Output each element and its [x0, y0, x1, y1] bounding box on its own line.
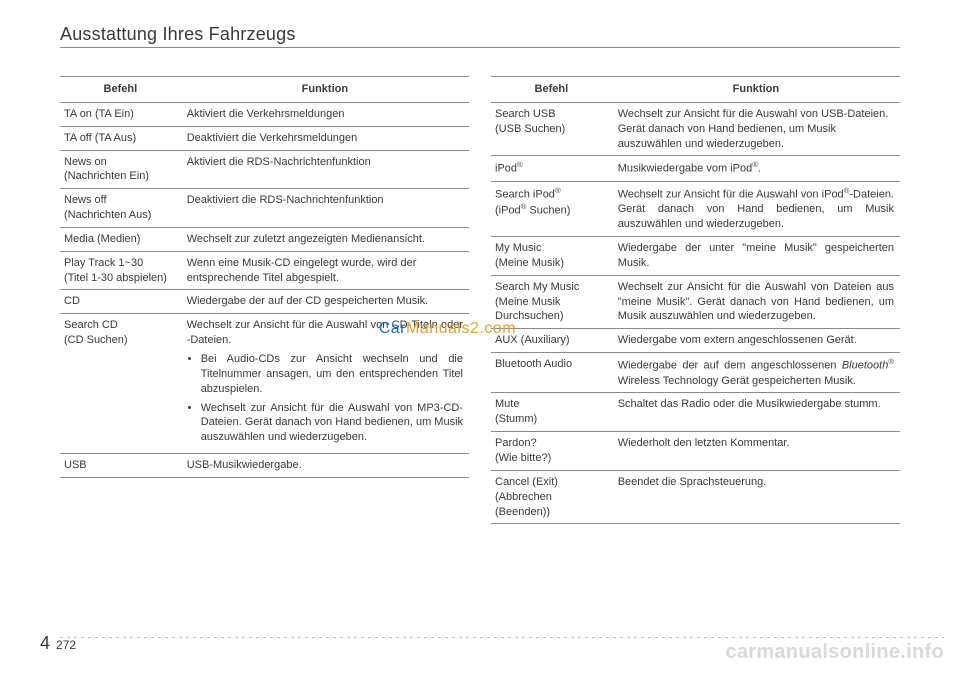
cell-funktion: Deaktiviert die Verkehrsmeldungen — [183, 126, 469, 150]
table-row: Search My Music(Meine Musik Durchsuchen)… — [491, 275, 900, 329]
table-row: iPod®Musikwiedergabe vom iPod®. — [491, 156, 900, 182]
cell-funktion: Wechselt zur Ansicht für die Auswahl von… — [614, 102, 900, 156]
cell-befehl: Cancel (Exit)(Abbrechen (Beenden)) — [491, 470, 614, 524]
cell-funktion: Wenn eine Musik-CD eingelegt wurde, wird… — [183, 251, 469, 290]
col-header-funktion: Funktion — [183, 77, 469, 103]
table-row: TA on (TA Ein)Aktiviert die Verkehrsmeld… — [60, 102, 469, 126]
cell-befehl: Pardon?(Wie bitte?) — [491, 432, 614, 471]
cell-befehl: Search CD(CD Suchen) — [60, 314, 183, 454]
cell-funktion: Deaktiviert die RDS-Nachrichtenfunktion — [183, 189, 469, 228]
cell-befehl: iPod® — [491, 156, 614, 182]
bullet-item: Wechselt zur Ansicht für die Auswahl von… — [201, 401, 463, 446]
col-header-funktion: Funktion — [614, 77, 900, 103]
table-row: News on(Nachrichten Ein)Aktiviert die RD… — [60, 150, 469, 189]
cell-funktion: Wiedergabe der unter "meine Musik" gespe… — [614, 237, 900, 276]
col-header-befehl: Befehl — [60, 77, 183, 103]
header-rule — [60, 47, 900, 48]
cell-befehl: Mute(Stumm) — [491, 393, 614, 432]
columns: Befehl Funktion TA on (TA Ein)Aktiviert … — [60, 76, 900, 524]
cell-funktion: USB-Musikwiedergabe. — [183, 454, 469, 478]
table-row: My Music(Meine Musik)Wiedergabe der unte… — [491, 237, 900, 276]
page-number: 272 — [56, 638, 76, 654]
cell-befehl: Search iPod®(iPod® Suchen) — [491, 181, 614, 236]
left-table: Befehl Funktion TA on (TA Ein)Aktiviert … — [60, 76, 469, 478]
cell-befehl: News off(Nachrichten Aus) — [60, 189, 183, 228]
cell-befehl: CD — [60, 290, 183, 314]
table-row: Mute(Stumm)Schaltet das Radio oder die M… — [491, 393, 900, 432]
table-row: AUX (Auxiliary)Wiedergabe vom extern ang… — [491, 329, 900, 353]
cell-befehl: Search My Music(Meine Musik Durchsuchen) — [491, 275, 614, 329]
table-row: Search USB(USB Suchen)Wechselt zur Ansic… — [491, 102, 900, 156]
cell-befehl: AUX (Auxiliary) — [491, 329, 614, 353]
footer-dash-rule — [60, 637, 944, 638]
table-header-row: Befehl Funktion — [60, 77, 469, 103]
table-row: News off(Nachrichten Aus)Deaktiviert die… — [60, 189, 469, 228]
cell-funktion: Wiedergabe der auf dem angeschlossenen B… — [614, 353, 900, 393]
chapter-number: 4 — [40, 633, 50, 654]
bullet-item: Bei Audio-CDs zur Ansicht wechseln und d… — [201, 352, 463, 397]
table-row: Play Track 1~30(Titel 1-30 abspielen)Wen… — [60, 251, 469, 290]
section-header: Ausstattung Ihres Fahrzeugs — [60, 24, 900, 45]
cell-funktion: Aktiviert die Verkehrsmeldungen — [183, 102, 469, 126]
col-header-befehl: Befehl — [491, 77, 614, 103]
right-column: Befehl Funktion Search USB(USB Suchen)We… — [491, 76, 900, 524]
cell-befehl: TA on (TA Ein) — [60, 102, 183, 126]
table-row: Search CD(CD Suchen)Wechselt zur Ansicht… — [60, 314, 469, 454]
cell-befehl: Play Track 1~30(Titel 1-30 abspielen) — [60, 251, 183, 290]
cell-funktion: Wiedergabe vom extern angeschlossenen Ge… — [614, 329, 900, 353]
table-row: Pardon?(Wie bitte?)Wiederholt den letzte… — [491, 432, 900, 471]
cell-funktion: Aktiviert die RDS-Nachrichtenfunktion — [183, 150, 469, 189]
cell-befehl: Media (Medien) — [60, 227, 183, 251]
table-header-row: Befehl Funktion — [491, 77, 900, 103]
cell-funktion: Wechselt zur Ansicht für die Auswahl von… — [614, 181, 900, 236]
manual-page: Ausstattung Ihres Fahrzeugs Befehl Funkt… — [0, 0, 960, 676]
cell-befehl: My Music(Meine Musik) — [491, 237, 614, 276]
cell-befehl: USB — [60, 454, 183, 478]
cell-funktion: Beendet die Sprachsteuerung. — [614, 470, 900, 524]
footer-watermark: carmanualsonline.info — [725, 641, 944, 664]
table-row: USBUSB-Musikwiedergabe. — [60, 454, 469, 478]
cell-befehl: TA off (TA Aus) — [60, 126, 183, 150]
table-row: Search iPod®(iPod® Suchen)Wechselt zur A… — [491, 181, 900, 236]
cell-funktion: Wiedergabe der auf der CD gespeicherten … — [183, 290, 469, 314]
cell-befehl: Search USB(USB Suchen) — [491, 102, 614, 156]
cell-funktion: Wiederholt den letzten Kommentar. — [614, 432, 900, 471]
cell-funktion: Wechselt zur Ansicht für die Auswahl von… — [183, 314, 469, 454]
right-table: Befehl Funktion Search USB(USB Suchen)We… — [491, 76, 900, 524]
left-column: Befehl Funktion TA on (TA Ein)Aktiviert … — [60, 76, 469, 524]
cell-befehl: Bluetooth Audio — [491, 353, 614, 393]
table-row: CDWiedergabe der auf der CD gespeicherte… — [60, 290, 469, 314]
cell-funktion: Wechselt zur Ansicht für die Auswahl von… — [614, 275, 900, 329]
table-row: Cancel (Exit)(Abbrechen (Beenden))Beende… — [491, 470, 900, 524]
table-row: TA off (TA Aus)Deaktiviert die Verkehrsm… — [60, 126, 469, 150]
bullet-list: Bei Audio-CDs zur Ansicht wechseln und d… — [201, 352, 463, 445]
cell-funktion: Wechselt zur zuletzt angezeigten Mediena… — [183, 227, 469, 251]
cell-funktion-intro: Wechselt zur Ansicht für die Auswahl von… — [187, 318, 463, 348]
table-row: Bluetooth AudioWiedergabe der auf dem an… — [491, 353, 900, 393]
page-footer: 4 272 — [40, 633, 76, 654]
cell-funktion: Schaltet das Radio oder die Musikwiederg… — [614, 393, 900, 432]
cell-befehl: News on(Nachrichten Ein) — [60, 150, 183, 189]
table-row: Media (Medien)Wechselt zur zuletzt angez… — [60, 227, 469, 251]
cell-funktion: Musikwiedergabe vom iPod®. — [614, 156, 900, 182]
